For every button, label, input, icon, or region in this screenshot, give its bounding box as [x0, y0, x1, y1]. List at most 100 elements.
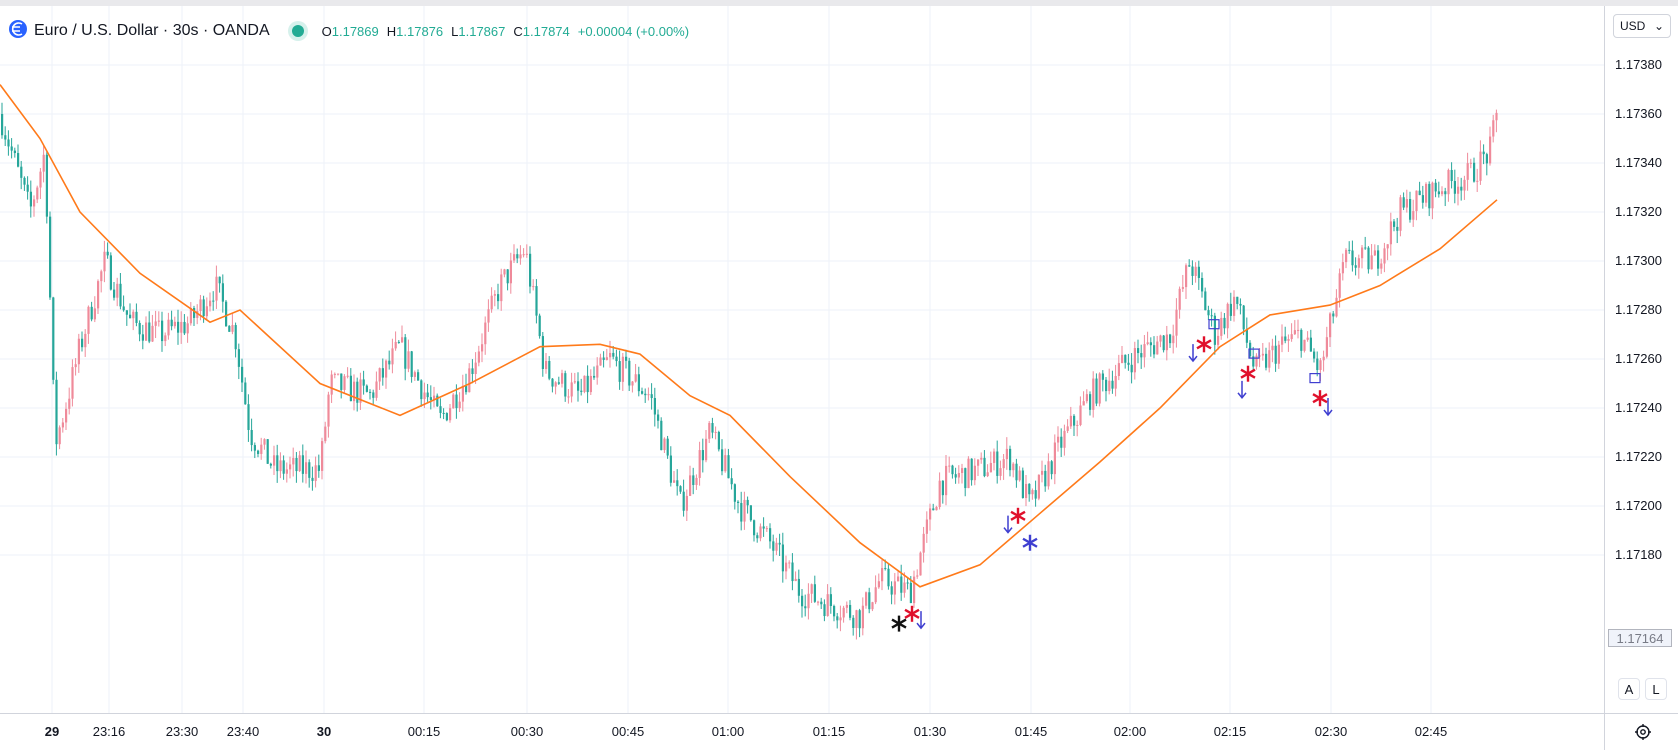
- candle-body: [762, 526, 765, 529]
- candle-body: [330, 374, 333, 395]
- candle-body: [1053, 442, 1056, 475]
- candle-body: [1319, 360, 1322, 370]
- price-scale[interactable]: USD ⌄ 1.17380 1.17360 1.17340 1.17320 1.1730…: [1604, 6, 1678, 713]
- price-tick-label: 1.17220: [1615, 449, 1662, 464]
- candle-body: [705, 438, 708, 461]
- candle-body: [935, 507, 938, 511]
- candle-body: [1018, 470, 1021, 481]
- candle-body: [183, 321, 186, 334]
- candle-body: [301, 455, 304, 474]
- market-status-dot[interactable]: [291, 25, 304, 37]
- candle-body: [340, 373, 343, 390]
- gear-icon[interactable]: [1633, 722, 1653, 742]
- candle-body: [1207, 310, 1210, 316]
- candle-body: [615, 356, 618, 362]
- candle-body: [1271, 345, 1274, 351]
- candle-body: [868, 592, 871, 610]
- candle-body: [689, 475, 692, 496]
- candle-body: [583, 375, 586, 392]
- candle-body: [404, 337, 407, 369]
- candle-body: [295, 457, 298, 472]
- candle-body: [1089, 394, 1092, 410]
- candle-body: [1117, 363, 1120, 376]
- candle-body: [1015, 463, 1018, 481]
- open-key: O: [321, 23, 332, 39]
- candle-body: [141, 334, 144, 341]
- candle-body: [993, 451, 996, 463]
- time-tick-label: 30: [316, 724, 332, 739]
- candle-body: [452, 394, 455, 409]
- candle-body: [951, 465, 954, 475]
- candlestick-chart[interactable]: [0, 6, 1604, 713]
- time-scale[interactable]: 29 23:16 23:30 23:40 30 00:15 00:30 00:45 01:00 0…: [0, 713, 1604, 750]
- candle-body: [1169, 334, 1172, 344]
- candle-body: [385, 360, 388, 378]
- candle-body: [1165, 334, 1168, 351]
- currency-dropdown[interactable]: USD ⌄: [1613, 14, 1671, 38]
- candle-body: [362, 379, 365, 386]
- candle-body: [842, 607, 845, 618]
- log-scale-button[interactable]: L: [1645, 678, 1667, 700]
- candle-body: [1293, 330, 1296, 335]
- candle-body: [858, 610, 861, 629]
- candle-body: [289, 464, 292, 470]
- candle-body: [775, 542, 778, 551]
- candle-body: [58, 427, 61, 445]
- candle-body: [695, 477, 698, 485]
- candle-body: [599, 357, 602, 366]
- candle-body: [666, 438, 669, 456]
- candle-body: [621, 356, 624, 382]
- candle-body: [925, 519, 928, 534]
- candle-body: [93, 308, 96, 320]
- candle-body: [1153, 345, 1156, 355]
- candle-body: [884, 568, 887, 570]
- candle-body: [973, 465, 976, 481]
- symbol-title[interactable]: Euro / U.S. Dollar · 30s · OANDA: [34, 22, 270, 39]
- candle-body: [1217, 335, 1220, 345]
- euro-globe-icon: [8, 19, 28, 43]
- candle-body: [631, 381, 634, 386]
- candle-body: [97, 281, 100, 309]
- price-tick-label: 1.17320: [1615, 204, 1662, 219]
- candle-body: [84, 333, 87, 348]
- candle-body: [36, 187, 39, 200]
- candle-body: [263, 439, 266, 445]
- candle-body: [125, 310, 128, 315]
- candle-body: [1479, 151, 1482, 181]
- candle-body: [225, 301, 228, 327]
- candle-body: [356, 381, 359, 403]
- candle-body: [839, 617, 842, 621]
- candle-body: [4, 135, 7, 140]
- candle-body: [532, 286, 535, 288]
- down-arrow-marker: [1188, 344, 1198, 363]
- candle-body: [202, 299, 205, 317]
- candle-body: [1050, 461, 1053, 475]
- candle-body: [1140, 353, 1143, 358]
- candle-body: [855, 610, 858, 628]
- candle-body: [135, 311, 138, 323]
- candle-body: [506, 269, 509, 284]
- time-tick-label: 01:00: [711, 724, 745, 739]
- candle-body: [1121, 354, 1124, 364]
- candle-body: [401, 337, 404, 343]
- candle-body: [1377, 250, 1380, 269]
- open-value: 1.17869: [331, 23, 379, 39]
- candle-body: [522, 254, 525, 256]
- candle-body: [1201, 277, 1204, 292]
- candle-body: [1063, 430, 1066, 448]
- candle-body: [253, 445, 256, 451]
- candle-body: [1316, 358, 1319, 370]
- candle-body: [1213, 315, 1216, 345]
- candle-body: [650, 394, 653, 399]
- candle-body: [231, 325, 234, 332]
- auto-scale-button[interactable]: A: [1618, 678, 1640, 700]
- candle-body: [1399, 197, 1402, 231]
- candle-body: [1428, 183, 1431, 209]
- candle-body: [564, 373, 567, 397]
- candle-body: [503, 269, 506, 275]
- low-key: L: [451, 23, 459, 39]
- candle-body: [247, 404, 250, 430]
- chart-pane[interactable]: Euro / U.S. Dollar · 30s · OANDA O1.1786…: [0, 6, 1604, 713]
- candle-body: [372, 392, 375, 398]
- low-value: 1.17867: [458, 23, 506, 39]
